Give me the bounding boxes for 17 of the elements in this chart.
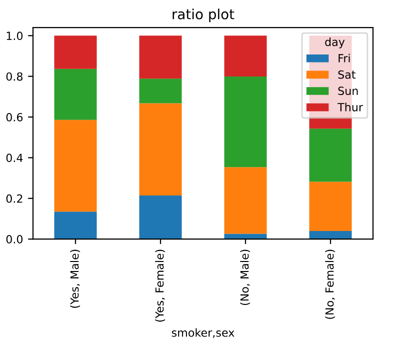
x-tick-label: (No, Male) bbox=[240, 250, 250, 306]
y-tick-label: 0.0 bbox=[6, 235, 23, 244]
legend-title: day bbox=[325, 38, 345, 48]
x-tick-label: (No, Female) bbox=[325, 250, 336, 319]
legend-label: Fri bbox=[338, 54, 350, 62]
x-axis-title: smoker,sex bbox=[172, 328, 234, 338]
x-tick-label: (Yes, Female) bbox=[155, 250, 166, 322]
chart-title: ratio plot bbox=[172, 8, 234, 22]
legend-label: Sun bbox=[338, 86, 358, 96]
legend-label: Sat bbox=[338, 70, 356, 79]
y-tick-label: 1.0 bbox=[6, 32, 23, 40]
y-tick-label: 0.8 bbox=[6, 72, 23, 81]
legend-label: Thur bbox=[338, 102, 363, 112]
y-tick-label: 0.2 bbox=[6, 194, 22, 203]
x-tick-label: (Yes, Male) bbox=[70, 250, 80, 308]
y-tick-label: 0.4 bbox=[6, 154, 23, 162]
y-tick-label: 0.6 bbox=[6, 113, 23, 122]
